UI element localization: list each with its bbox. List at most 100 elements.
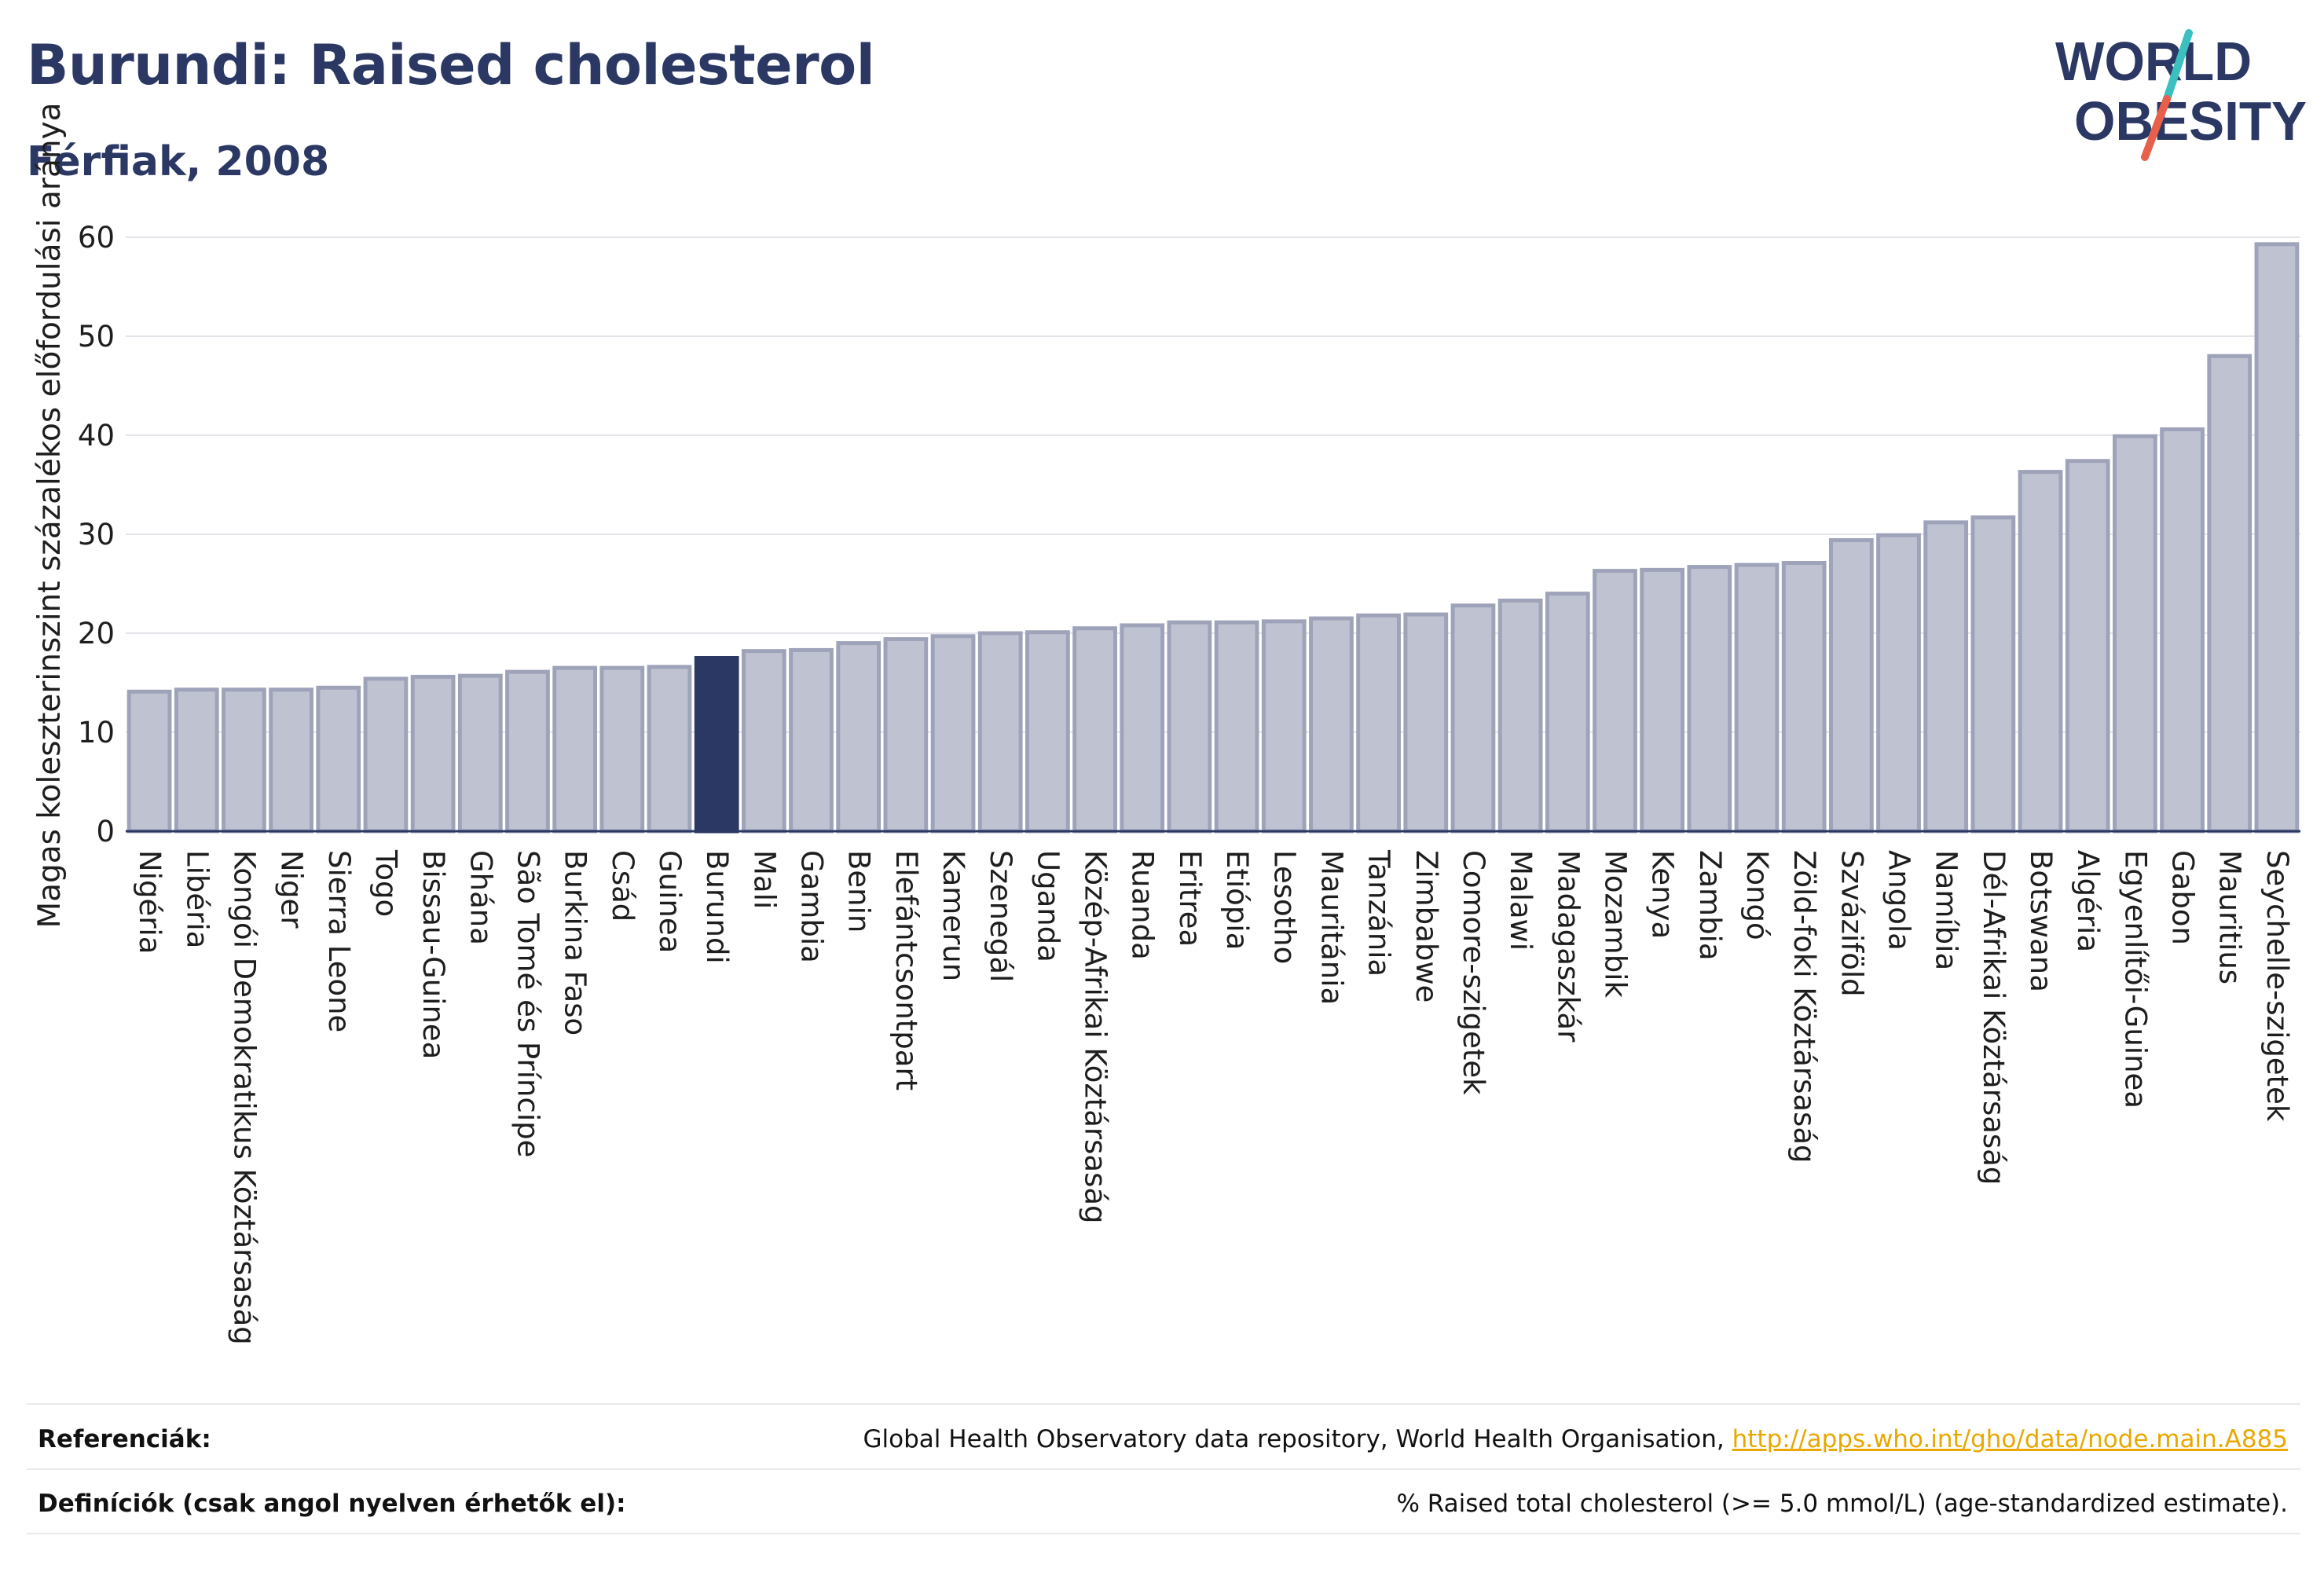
bar-chart: 0 10 20 30 40 50 60 Nigéria Libéria Kongói Demok… (32, 102, 2300, 1345)
bar (2018, 470, 2063, 834)
footer-divider-top (27, 1403, 2300, 1405)
x-tick-label: Gabon (2166, 850, 2200, 945)
bar (1120, 623, 1165, 834)
x-tick-label: Mali (747, 850, 781, 909)
bar (647, 665, 692, 834)
bar (1923, 520, 1969, 834)
y-tick-label: 10 (78, 716, 115, 750)
bar (1687, 565, 1732, 834)
bar (2207, 354, 2253, 834)
y-tick-label: 20 (78, 617, 115, 651)
bar (1072, 626, 1117, 834)
x-tick-label: Libéria (180, 850, 214, 948)
x-tick-label: Közép-Afrikai Köztársaság (1079, 850, 1113, 1224)
x-tick-label: Madagaszkár (1551, 850, 1585, 1043)
bar (2160, 427, 2205, 834)
x-tick-label: Niger (275, 850, 309, 929)
bar (977, 631, 1023, 834)
x-tick-label: Zöld-foki Köztársaság (1787, 850, 1821, 1164)
x-tick-label: Bissau-Guinea (416, 850, 450, 1059)
bar (1025, 630, 1070, 834)
bar (599, 665, 645, 834)
x-tick-label: Burundi (700, 850, 734, 964)
x-tick-label: Etiópia (1220, 850, 1254, 950)
x-tick-label: Malawi (1504, 850, 1538, 951)
x-tick-label: Zambia (1693, 850, 1727, 961)
bar (1970, 515, 2016, 834)
bar (789, 647, 834, 834)
bar (1593, 569, 1637, 834)
bar (1450, 603, 1496, 834)
logo-slash-red (2141, 95, 2171, 161)
x-tick-label: Botswana (2024, 850, 2058, 992)
bar (1403, 612, 1449, 834)
bar (174, 687, 219, 834)
logo-slash-teal (2163, 29, 2193, 103)
bar (1545, 592, 1590, 834)
references-value: Global Health Observatory data repositor… (863, 1425, 2288, 1453)
bar (1309, 616, 1354, 834)
bar (1876, 533, 1921, 834)
bar-highlighted (694, 656, 739, 834)
y-axis-label: Magas koleszterinszint százalékos előfor… (32, 102, 68, 928)
x-tick-label: Benin (842, 850, 876, 933)
bar (222, 687, 266, 834)
x-tick-label: Algéria (2071, 850, 2105, 952)
x-tick-label: Kongói Demokratikus Köztársaság (227, 850, 261, 1345)
references-label: Referenciák: (38, 1425, 211, 1453)
bar (1640, 567, 1685, 834)
y-tick-label: 60 (78, 221, 115, 255)
x-tick-label: Elefántcsontpart (889, 850, 923, 1090)
references-text: Global Health Observatory data repositor… (863, 1425, 1732, 1453)
x-tick-label: Kamerun (937, 850, 970, 981)
x-tick-label: Namíbia (1930, 850, 1963, 970)
x-tick-label: Togo (369, 849, 403, 917)
bar (363, 676, 409, 834)
x-tick-label: Ruanda (1126, 850, 1160, 960)
bar (1781, 561, 1827, 834)
x-tick-label: Eritrea (1173, 850, 1207, 947)
y-axis-ticks: 0 10 20 30 40 50 60 (78, 221, 115, 848)
bar (269, 687, 313, 834)
x-tick-label: Burkina Faso (559, 850, 592, 1035)
x-tick-label: Mauritánia (1314, 850, 1348, 1005)
x-tick-label: Kenya (1646, 850, 1680, 939)
bar (316, 685, 361, 834)
x-tick-label: Kongó (1740, 850, 1774, 940)
chart-subtitle: Férfiak, 2008 (27, 138, 330, 185)
x-tick-label: Sierra Leone (322, 850, 356, 1032)
bar (505, 669, 550, 834)
y-tick-label: 40 (78, 419, 115, 453)
bar (1214, 620, 1259, 834)
x-tick-label: Comore-szigetek (1457, 850, 1490, 1095)
definitions-label: Definíciók (csak angol nyelven érhetők e… (38, 1490, 626, 1518)
logo-text-obesity: OBESITY (2074, 90, 2307, 152)
x-tick-label: Angola (1882, 850, 1916, 951)
x-tick-label: Dél-Afrikai Köztársaság (1977, 850, 2011, 1185)
references-link[interactable]: http://apps.who.int/gho/data/node.main.A… (1732, 1425, 2288, 1453)
bar (883, 637, 929, 834)
x-tick-label: Guinea (653, 850, 687, 953)
x-axis-ticks: Nigéria Libéria Kongói Demokratikus Köztár… (133, 849, 2294, 1345)
chart-title: Burundi: Raised cholesterol (27, 33, 875, 97)
bar (930, 634, 976, 834)
bar (1167, 620, 1212, 834)
x-tick-label: Lesotho (1267, 850, 1301, 964)
x-tick-label: Nigéria (133, 850, 167, 954)
bar (836, 641, 882, 834)
x-tick-label: Egyenlítői-Guinea (2118, 850, 2152, 1109)
definitions-value: % Raised total cholesterol (>= 5.0 mmol/… (1396, 1490, 2288, 1518)
y-tick-label: 30 (78, 518, 115, 552)
y-tick-label: 50 (78, 320, 115, 354)
x-tick-label: Mozambik (1598, 850, 1632, 998)
bar (457, 673, 503, 834)
x-tick-label: Zimbabwe (1409, 850, 1443, 1002)
bar (552, 665, 598, 834)
x-tick-label: Seychelle-szigetek (2260, 850, 2294, 1122)
bar (2113, 434, 2157, 834)
bar (2254, 242, 2300, 834)
x-tick-label: Mauritius (2213, 850, 2247, 984)
bar (741, 649, 786, 834)
x-tick-label: Uganda (1031, 850, 1065, 962)
bar (410, 674, 456, 834)
